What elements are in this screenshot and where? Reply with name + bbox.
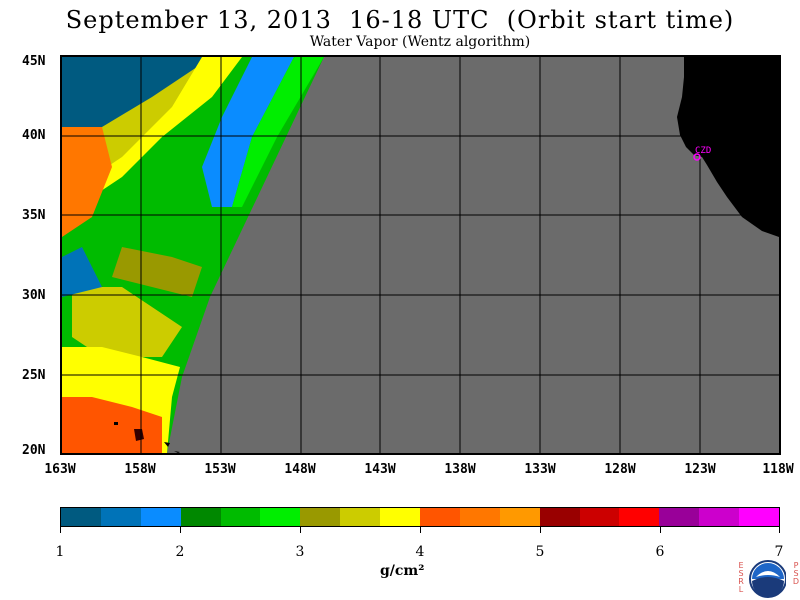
data-swath [62,57,324,453]
colorbar-tick-7: 7 [774,544,784,560]
colorbar-swatch-11 [499,508,540,526]
colorbar-swatch-0 [61,508,101,526]
colorbar-tickmark [420,527,421,533]
lon-label-123w: 123W [684,462,716,477]
colorbar [60,507,780,527]
colorbar-tickmark [300,527,301,533]
lon-label-118w: 118W [762,462,794,477]
map-subtitle: Water Vapor (Wentz algorithm) [309,34,531,50]
colorbar-tick-3: 3 [295,544,305,560]
colorbar-tickmark [660,527,661,533]
lon-label-148w: 148W [284,462,316,477]
lon-label-128w: 128W [604,462,636,477]
lon-label-133w: 133W [524,462,556,477]
colorbar-tick-4: 4 [415,544,425,560]
colorbar-swatch-7 [340,508,381,526]
lat-lon-grid [62,57,779,453]
colorbar-tick-6: 6 [655,544,665,560]
land-mass [677,57,779,237]
colorbar-swatch-14 [619,508,660,526]
colorbar-swatch-9 [420,508,460,526]
colorbar-tickmark [779,527,780,533]
map-canvas [62,57,779,453]
colorbar-tick-1: 1 [55,544,65,560]
lon-label-163w: 163W [44,462,76,477]
colorbar-swatch-15 [659,508,700,526]
lat-label-20n: 20N [22,443,46,458]
lat-label-25n: 25N [22,368,46,383]
colorbar-tickmark [540,527,541,533]
colorbar-swatch-5 [260,508,301,526]
colorbar-swatch-2 [140,508,181,526]
colorbar-swatch-1 [100,508,141,526]
lon-label-143w: 143W [364,462,396,477]
colorbar-tick-2: 2 [175,544,185,560]
lat-label-40n: 40N [22,128,46,143]
lon-label-158w: 158W [124,462,156,477]
lon-label-138w: 138W [444,462,476,477]
station-marker [693,153,701,161]
lon-label-153w: 153W [204,462,236,477]
colorbar-swatch-3 [180,508,221,526]
colorbar-swatch-8 [380,508,421,526]
colorbar-swatch-6 [300,508,341,526]
lat-label-35n: 35N [22,208,46,223]
lat-label-30n: 30N [22,288,46,303]
colorbar-swatch-12 [539,508,580,526]
map-title: September 13, 2013 16-18 UTC (Orbit star… [65,6,735,34]
noaa-logo [749,560,786,598]
lat-label-45n: 45N [22,54,46,69]
colorbar-tick-5: 5 [535,544,545,560]
colorbar-tickmark [180,527,181,533]
colorbar-units: g/cm² [380,563,425,579]
colorbar-swatch-16 [699,508,740,526]
station-label: CZD [695,146,712,156]
water-vapor-map [60,55,781,455]
colorbar-swatch-13 [579,508,620,526]
colorbar-swatch-4 [220,508,261,526]
colorbar-swatch-17 [739,508,780,526]
colorbar-swatch-10 [459,508,500,526]
colorbar-tickmark [60,527,61,533]
